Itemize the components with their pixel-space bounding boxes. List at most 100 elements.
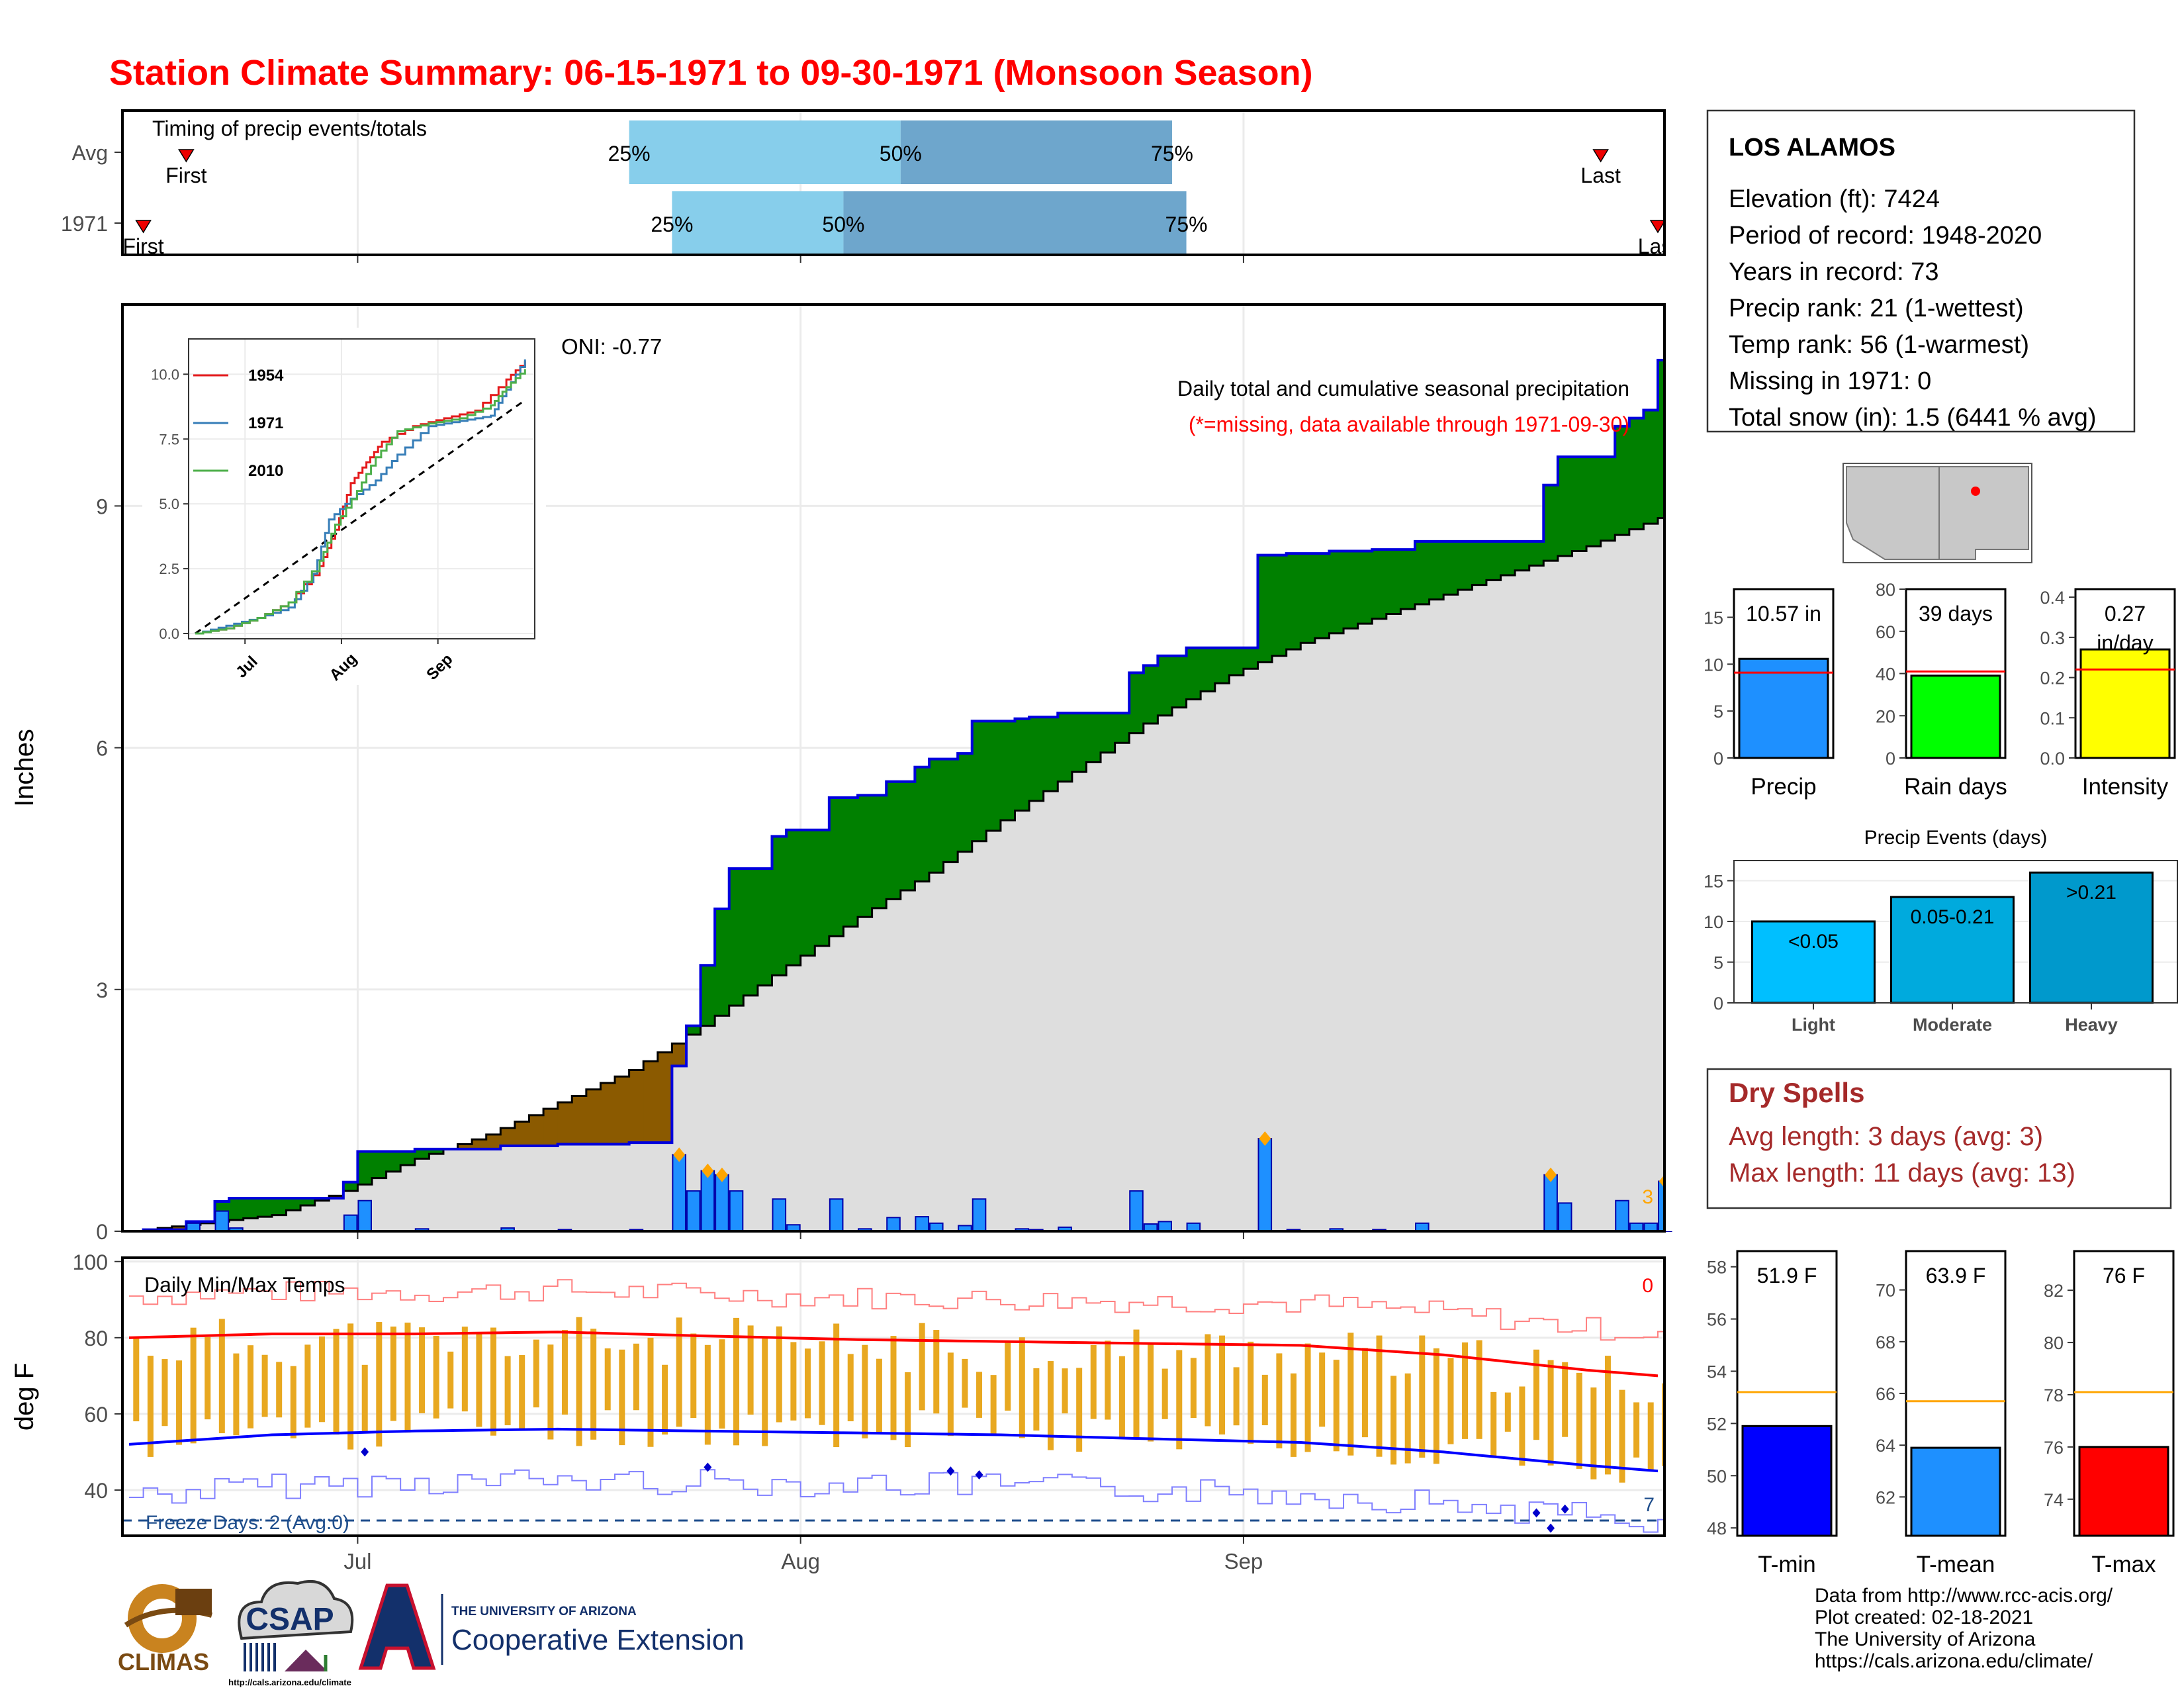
mini-bar-tick-label: 62 (1876, 1487, 1895, 1507)
avg-tmin-line (128, 1427, 1659, 1473)
first-event-marker (135, 220, 152, 234)
cumulative-anomaly-segment (472, 1139, 487, 1149)
dry-spells-title: Dry Spells (1729, 1077, 1864, 1108)
daily-temp-bar (804, 1348, 811, 1419)
mini-bar-tick-label: 50 (1707, 1466, 1727, 1486)
event-category-label: Moderate (1913, 1015, 1992, 1035)
precip-panel-label: Daily total and cumulative seasonal prec… (1177, 377, 1629, 400)
mini-bar-tick-label: 0.3 (2040, 628, 2065, 648)
cumulative-anomaly-segment (1029, 717, 1044, 801)
cumulative-anomaly-segment (1101, 713, 1116, 753)
daily-temp-bar (747, 1325, 754, 1415)
daily-temp-bar (733, 1317, 740, 1446)
events-frame (1733, 860, 2178, 1004)
timing-row-label: Avg (71, 141, 108, 165)
daily-temp-bar (419, 1327, 426, 1413)
daily-temp-bar (519, 1355, 525, 1431)
inset-series-2010 (195, 369, 526, 635)
daily-temp-bar (704, 1344, 711, 1445)
daily-temp-bar (1062, 1368, 1068, 1414)
first-event-label: First (165, 164, 206, 187)
daily-precip-bar (686, 1190, 701, 1233)
new-mexico-shape (1938, 466, 2029, 560)
cumulative-anomaly-segment (457, 1144, 473, 1149)
daily-precip-bar (1129, 1190, 1144, 1233)
daily-temp-bar (1447, 1358, 1454, 1444)
mini-bar-value-label: 63.9 F (1926, 1264, 1986, 1288)
daily-precip-bar (829, 1198, 844, 1232)
daily-precip-bar (700, 1170, 715, 1233)
precip-ytick-label: 0 (96, 1220, 108, 1244)
daily-temp-bar (1504, 1392, 1511, 1432)
timing-frame (121, 109, 1666, 256)
edge-mask (1664, 108, 1678, 258)
freeze-count: 7 (1643, 1494, 1655, 1516)
daily-temp-bar (1619, 1389, 1625, 1483)
station-location-dot (1971, 487, 1980, 496)
inset-average-line (195, 399, 526, 635)
daily-precip-bar (715, 1174, 729, 1232)
station-info-line: Period of record: 1948-2020 (1729, 222, 2042, 250)
mini-bar-value-label: 76 F (2103, 1264, 2145, 1288)
daily-temp-bar (790, 1342, 797, 1421)
daily-temp-bar (133, 1337, 140, 1422)
credit-line: Plot created: 02-18-2021 (1815, 1607, 2033, 1628)
mini-bar-value (2079, 648, 2171, 759)
cumulative-anomaly-segment (1171, 655, 1187, 708)
edge-mask (1664, 305, 1674, 1231)
station-info-line: Precip rank: 21 (1-wettest) (1729, 295, 2024, 322)
cumulative-anomaly-segment (1357, 551, 1373, 624)
station-info-line: Total snow (in): 1.5 (6441 % avg) (1729, 404, 2097, 432)
daily-temp-bar (1533, 1349, 1539, 1440)
freeze-days-label: Freeze Days: 2 (Avg:0) (146, 1512, 349, 1534)
temp-panel: Daily Min/Max Temps 0 Freeze Days: 2 (Avg:… (10, 1250, 1674, 1573)
daily-temp-bar (218, 1319, 225, 1434)
observed-cumulative-line (129, 359, 1672, 1233)
daily-temp-bar (590, 1329, 597, 1440)
daily-temp-bar (1519, 1386, 1525, 1466)
events-tick-label: 10 (1704, 912, 1723, 932)
daily-temp-bar (347, 1323, 354, 1450)
cumulative-anomaly-segment (958, 753, 973, 852)
last-event-marker (1592, 149, 1609, 163)
timing-q75-label: 75% (1165, 212, 1208, 236)
daily-temp-bar (1462, 1342, 1469, 1439)
daily-temp-bar (1090, 1344, 1097, 1419)
avg-tmax-line (128, 1331, 1659, 1378)
station-info-line: Years in record: 73 (1729, 258, 1939, 286)
oni-value: ONI: -0.77 (561, 334, 662, 359)
dry-spell-max: Max length: 11 days (avg: 13) (1729, 1158, 2075, 1188)
daily-temp-bar (447, 1351, 454, 1409)
daily-temp-bar (1276, 1353, 1283, 1449)
mini-bar-tick-label: 66 (1876, 1384, 1895, 1404)
cumulative-anomaly-segment (700, 965, 715, 1026)
mini-bar-value-label: 10.57 in (1746, 602, 1821, 626)
heavy-precip-marker (702, 1163, 714, 1178)
cumulative-anomaly-segment (686, 1025, 702, 1035)
temp-ytick-label: 100 (73, 1250, 108, 1274)
daily-temp-bar (1233, 1367, 1240, 1426)
daily-precip-bar (1158, 1221, 1172, 1233)
mini-bar-tick-label: 70 (1876, 1281, 1895, 1301)
mini-bar-tick-label: 0 (1886, 749, 1895, 769)
record-low-marker (975, 1470, 983, 1479)
credit-line: Data from http://www.rcc-acis.org/ (1815, 1585, 2113, 1607)
event-bar-heavy (2029, 871, 2154, 1004)
events-tick-label: 5 (1713, 953, 1723, 972)
cooperative-extension-wordmark: Cooperative Extension (451, 1624, 745, 1656)
page-title: Station Climate Summary: 06-15-1971 to 0… (109, 53, 1313, 93)
missing-data-note: (*=missing, data available through 1971-… (1189, 412, 1629, 436)
daily-temp-bar (1118, 1356, 1125, 1438)
csap-mountain-icon (285, 1650, 328, 1671)
precip-total-bar: 0 5 10 15 10.57 in Precip (1704, 588, 1835, 800)
daily-temp-bar (318, 1336, 325, 1423)
cumulative-anomaly-segment (514, 1121, 530, 1146)
daily-temp-bar (1390, 1376, 1397, 1465)
cumulative-anomaly-segment (1372, 549, 1387, 619)
cumulative-anomaly-segment (643, 1061, 659, 1143)
station-info-line: Temp rank: 56 (1-warmest) (1729, 331, 2029, 359)
record-low-marker (1547, 1523, 1555, 1533)
timing-q25-q50-bar (672, 191, 844, 255)
cumulative-anomaly-segment (1286, 553, 1301, 650)
dry-spell-avg: Avg length: 3 days (avg: 3) (1729, 1122, 2043, 1151)
